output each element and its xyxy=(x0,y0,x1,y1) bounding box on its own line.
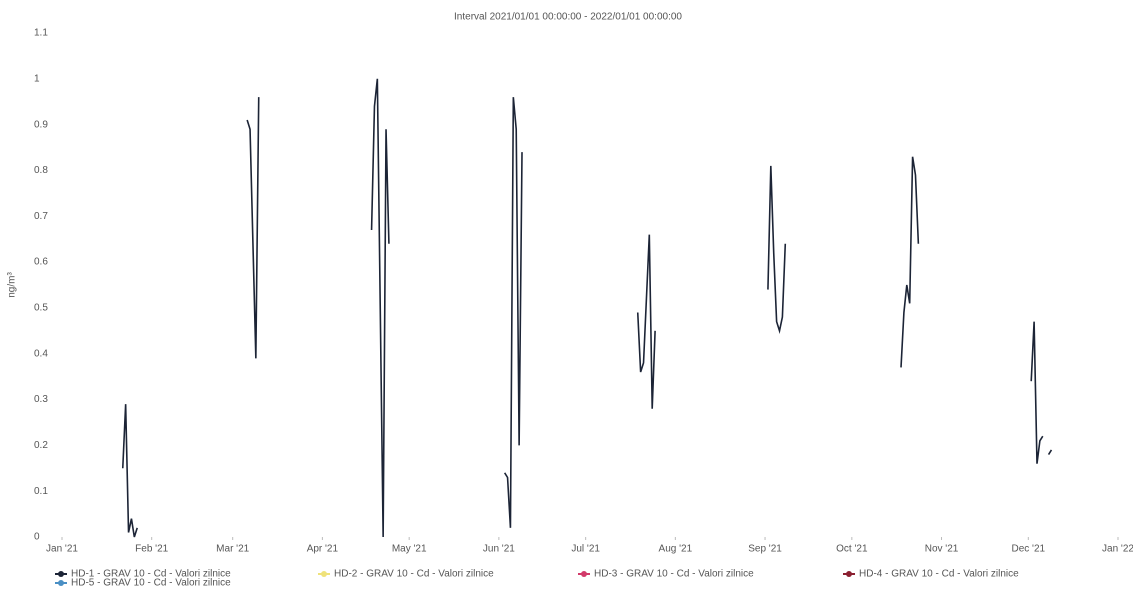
y-tick-label: 0.9 xyxy=(34,119,48,130)
x-tick-label: Nov '21 xyxy=(925,544,959,555)
x-tick-label: Apr '21 xyxy=(307,544,339,555)
y-tick-label: 0.6 xyxy=(34,257,48,268)
y-tick-label: 0.8 xyxy=(34,165,48,176)
y-tick-label: 0.1 xyxy=(34,486,48,497)
legend-label: HD-4 - GRAV 10 - Cd - Valori zilnice xyxy=(859,569,1019,580)
series-line xyxy=(121,78,1053,538)
chart-title: Interval 2021/01/01 00:00:00 - 2022/01/0… xyxy=(454,12,682,23)
y-tick-label: 0.2 xyxy=(34,440,48,451)
y-tick-label: 0.7 xyxy=(34,211,48,222)
x-tick-label: Jan '21 xyxy=(46,544,78,555)
legend-marker xyxy=(58,571,64,577)
x-tick-label: Aug '21 xyxy=(659,544,693,555)
legend-label: HD-2 - GRAV 10 - Cd - Valori zilnice xyxy=(334,569,494,580)
x-tick-label: Dec '21 xyxy=(1012,544,1046,555)
legend-label: HD-5 - GRAV 10 - Cd - Valori zilnice xyxy=(71,578,231,589)
y-tick-label: 0 xyxy=(34,532,40,543)
x-tick-label: Jan '22 xyxy=(1102,544,1133,555)
y-tick-label: 0.4 xyxy=(34,348,48,359)
legend-marker xyxy=(58,580,64,586)
x-tick-label: Jul '21 xyxy=(571,544,600,555)
y-tick-label: 1.1 xyxy=(34,28,48,39)
x-tick-label: Sep '21 xyxy=(748,544,782,555)
y-tick-label: 0.3 xyxy=(34,394,48,405)
x-tick-label: Jun '21 xyxy=(483,544,515,555)
legend-label: HD-3 - GRAV 10 - Cd - Valori zilnice xyxy=(594,569,754,580)
legend-marker xyxy=(846,571,852,577)
x-tick-label: May '21 xyxy=(392,544,427,555)
legend-marker xyxy=(321,571,327,577)
y-tick-label: 0.5 xyxy=(34,303,48,314)
y-tick-label: 1 xyxy=(34,73,40,84)
x-tick-label: Oct '21 xyxy=(836,544,868,555)
legend-marker xyxy=(581,571,587,577)
legend-label: HD-1 - GRAV 10 - Cd - Valori zilnice xyxy=(71,569,231,580)
y-axis-label: ng/m³ xyxy=(7,272,18,298)
x-tick-label: Mar '21 xyxy=(216,544,249,555)
x-tick-label: Feb '21 xyxy=(135,544,168,555)
